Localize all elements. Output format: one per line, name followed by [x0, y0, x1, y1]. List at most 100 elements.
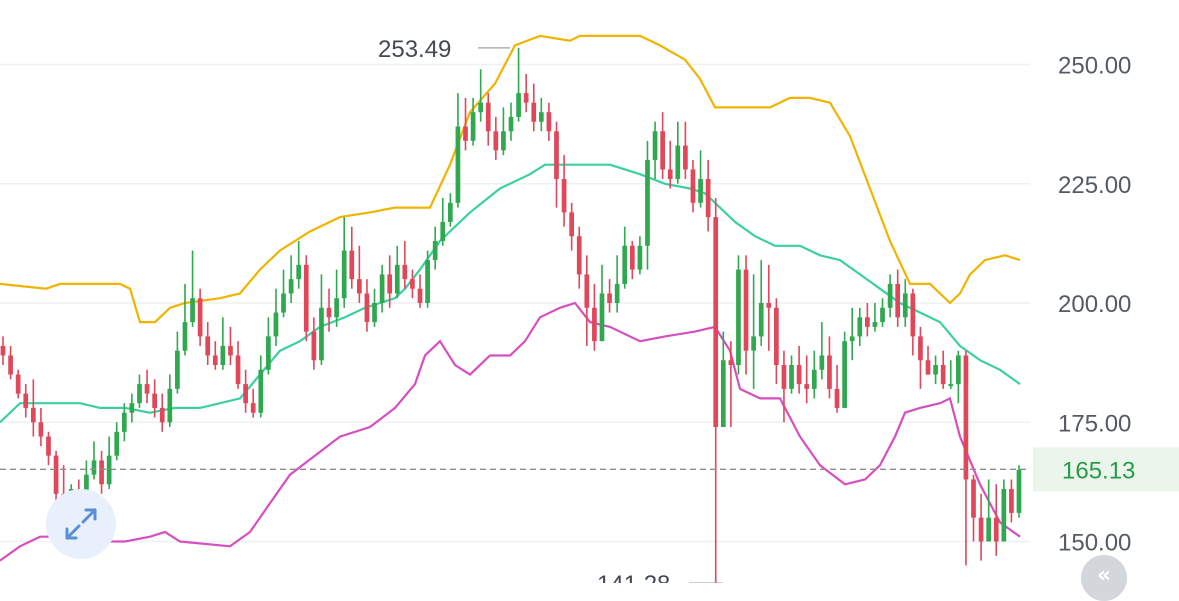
- candle-body: [1001, 489, 1007, 542]
- candle-up: [614, 255, 620, 313]
- candle-body: [645, 159, 650, 246]
- candle-up: [501, 107, 506, 156]
- candle-up: [758, 260, 764, 346]
- candle-body: [842, 341, 847, 408]
- candle-down: [523, 74, 529, 113]
- candle-down: [971, 474, 976, 542]
- candle-body: [728, 360, 734, 366]
- candle-up: [857, 307, 863, 346]
- candle-body: [652, 131, 658, 160]
- candle-down: [243, 369, 248, 413]
- candle-body: [137, 384, 142, 404]
- candle-body: [152, 393, 157, 408]
- candle-up: [1001, 479, 1007, 542]
- y-axis: 250.00 225.00 200.00 175.00 150.00: [1058, 53, 1131, 557]
- candle-body: [811, 369, 817, 389]
- candle-down: [485, 93, 491, 146]
- candle-body: [440, 221, 446, 241]
- expand-button[interactable]: [46, 489, 116, 559]
- candle-body: [804, 384, 810, 389]
- candle-body: [698, 178, 703, 203]
- candle-body: [319, 307, 324, 361]
- candle-down: [690, 159, 696, 213]
- middle-band-line: [0, 163, 1021, 424]
- candle-down: [349, 226, 355, 289]
- candle-down: [410, 269, 415, 299]
- candle-body: [175, 350, 180, 389]
- candle-up: [455, 93, 461, 208]
- candle-body: [243, 384, 248, 404]
- candle-down: [387, 255, 393, 308]
- candle-body: [865, 317, 870, 327]
- candle-down: [728, 341, 734, 428]
- candle-up: [114, 422, 120, 461]
- candle-up: [849, 307, 855, 361]
- candle-body: [592, 307, 597, 342]
- candle-body: [341, 250, 347, 299]
- candle-up: [880, 298, 885, 327]
- candle-body: [485, 102, 491, 132]
- candle-down: [925, 345, 931, 375]
- candle-up: [167, 374, 173, 428]
- candle-up: [341, 217, 347, 308]
- collapse-nav-button[interactable]: «: [1081, 555, 1127, 601]
- candle-down: [660, 112, 665, 179]
- candle-up: [258, 355, 264, 418]
- candle-down: [326, 288, 332, 332]
- candle-down: [827, 336, 832, 399]
- candle-body: [910, 293, 916, 337]
- candle-body: [91, 460, 97, 475]
- candle-down: [592, 283, 597, 351]
- candle-down: [910, 288, 916, 356]
- candle-up: [599, 264, 605, 342]
- candle-up: [842, 331, 847, 408]
- candle-body: [622, 245, 628, 284]
- y-tick-label: 150.00: [1058, 530, 1131, 557]
- candlestick-chart[interactable]: 165.13 253.49 141.28 250.00 225.00 200.00 17…: [0, 0, 1179, 583]
- candle-down: [865, 303, 870, 337]
- candle-down: [235, 341, 241, 389]
- candle-down: [463, 97, 468, 151]
- candle-body: [501, 131, 506, 151]
- candle-body: [470, 112, 476, 141]
- candle-up: [334, 269, 339, 327]
- candle-body: [918, 336, 923, 361]
- y-tick-label: 250.00: [1058, 53, 1131, 80]
- candle-down: [357, 245, 362, 303]
- y-tick-label: 200.00: [1058, 291, 1131, 318]
- candle-down: [364, 279, 370, 332]
- candle-down: [1009, 479, 1014, 523]
- candle-body: [637, 245, 643, 270]
- candle-up: [296, 240, 302, 289]
- candle-down: [554, 121, 559, 208]
- candle-body: [508, 116, 514, 132]
- candle-down: [0, 336, 6, 366]
- candle-down: [963, 350, 969, 566]
- candle-up: [372, 288, 377, 327]
- candle-body: [273, 312, 279, 337]
- candle-body: [167, 388, 173, 423]
- candle-body: [114, 431, 120, 456]
- candle-up: [955, 350, 961, 404]
- candle-body: [349, 250, 355, 280]
- candle-body: [0, 345, 6, 356]
- candle-body: [364, 293, 370, 323]
- candle-up: [902, 279, 908, 327]
- candle-down: [796, 345, 802, 394]
- candle-up: [538, 97, 544, 132]
- candle-body: [197, 298, 203, 337]
- candle-down: [918, 326, 923, 389]
- candle-body: [455, 126, 461, 203]
- current-price-label: 165.13: [1062, 457, 1135, 484]
- candle-down: [144, 369, 150, 404]
- candle-down: [531, 83, 537, 132]
- bollinger-bands: [0, 34, 1021, 562]
- candle-up: [129, 393, 135, 423]
- candle-up: [789, 355, 794, 394]
- candle-body: [220, 345, 226, 366]
- candle-up: [182, 283, 188, 356]
- candle-body: [447, 202, 453, 222]
- candle-body: [311, 331, 317, 361]
- candle-down: [46, 431, 51, 466]
- candle-up: [440, 198, 446, 246]
